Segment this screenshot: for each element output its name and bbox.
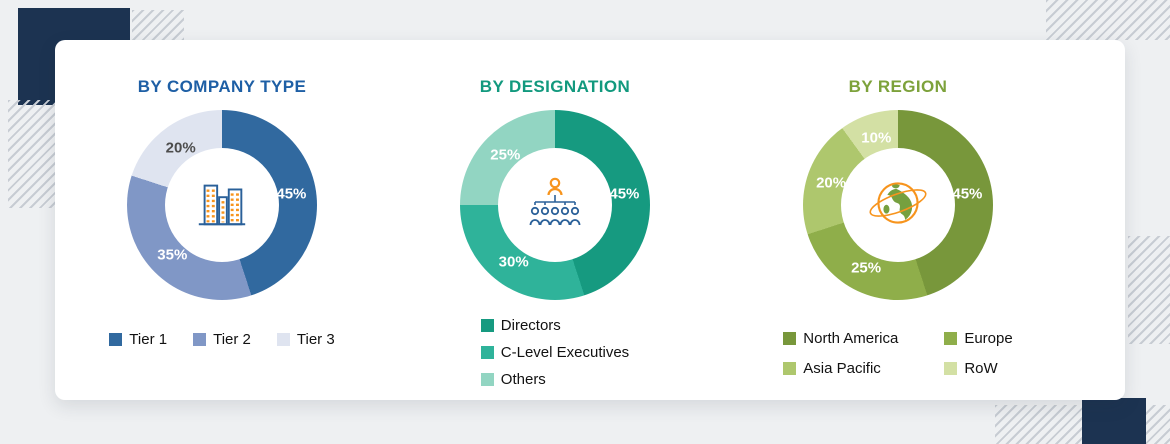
legend-label: Tier 2 [213,331,251,348]
legend-label: Tier 1 [129,331,168,348]
legend-item: North America [783,330,898,347]
donut-hole [841,148,955,262]
legend-item: Directors [480,312,629,339]
legend-label: North America [803,330,899,347]
chart-designation: BY DESIGNATION [390,77,720,393]
legend-swatch [276,333,290,346]
chart-title: BY DESIGNATION [479,77,631,96]
slice-value-label: 45% [952,185,983,203]
legend-swatch [480,373,494,386]
legend-label: Europe [964,330,1013,347]
slice-value-label: 25% [490,146,521,164]
legend-item: Tier 1 [109,331,167,348]
legend-swatch [109,333,123,346]
donut-chart-company-type: 45% 35% 20% [127,110,317,300]
legend-label: Directors [500,317,561,334]
slice-value-label: 25% [851,259,882,277]
hatch-pattern-top-right [1046,0,1170,40]
navy-corner-bottom-right [1082,398,1146,444]
chart-title: BY REGION [848,77,948,96]
chart-company-type: BY COMPANY TYPE [57,77,387,348]
legend-item: Others [480,366,629,393]
donut-hole [165,148,279,262]
legend-item: RoW [944,360,1012,377]
legend-company-type: Tier 1 Tier 2 Tier 3 [57,331,387,348]
legend-region: North America Europe Asia Pacific RoW [783,330,1013,377]
donut-chart-designation: 45% 30% 25% [460,110,650,300]
slice-value-label: 35% [157,246,188,264]
legend-designation: Directors C-Level Executives Others [480,312,630,393]
globe-icon [866,171,930,240]
legend-label: C-Level Executives [500,344,630,361]
legend-label: Others [500,371,546,388]
legend-item: C-Level Executives [480,339,630,366]
legend-swatch [783,332,797,345]
hatch-pattern-right-edge [1128,236,1170,344]
slice-value-label: 45% [609,185,640,203]
legend-swatch [193,333,207,346]
legend-swatch [480,319,494,332]
slice-value-label: 30% [498,253,529,271]
slice-value-label: 20% [816,174,847,192]
slice-value-label: 20% [165,139,196,157]
legend-swatch [944,362,958,375]
slice-value-label: 45% [276,185,307,203]
legend-item: Europe [944,330,1013,347]
chart-title: BY COMPANY TYPE [137,77,307,96]
card: BY COMPANY TYPE [55,40,1125,400]
buildings-icon [193,174,251,237]
legend-item: Tier 2 [193,331,251,348]
legend-swatch [480,346,494,359]
team-icon [523,175,587,236]
hatch-pattern-left-edge [8,100,58,208]
legend-label: Tier 3 [296,331,335,348]
legend-item: Asia Pacific [783,360,898,377]
donut-chart-region: 45% 25% 20% 10% [803,110,993,300]
chart-region: BY REGION [733,77,1063,377]
donut-hole [498,148,612,262]
legend-label: Asia Pacific [803,360,881,377]
legend-item: Tier 3 [276,331,335,348]
legend-swatch [783,362,797,375]
legend-label: RoW [964,360,998,377]
legend-swatch [944,332,958,345]
slice-value-label: 10% [861,129,892,147]
